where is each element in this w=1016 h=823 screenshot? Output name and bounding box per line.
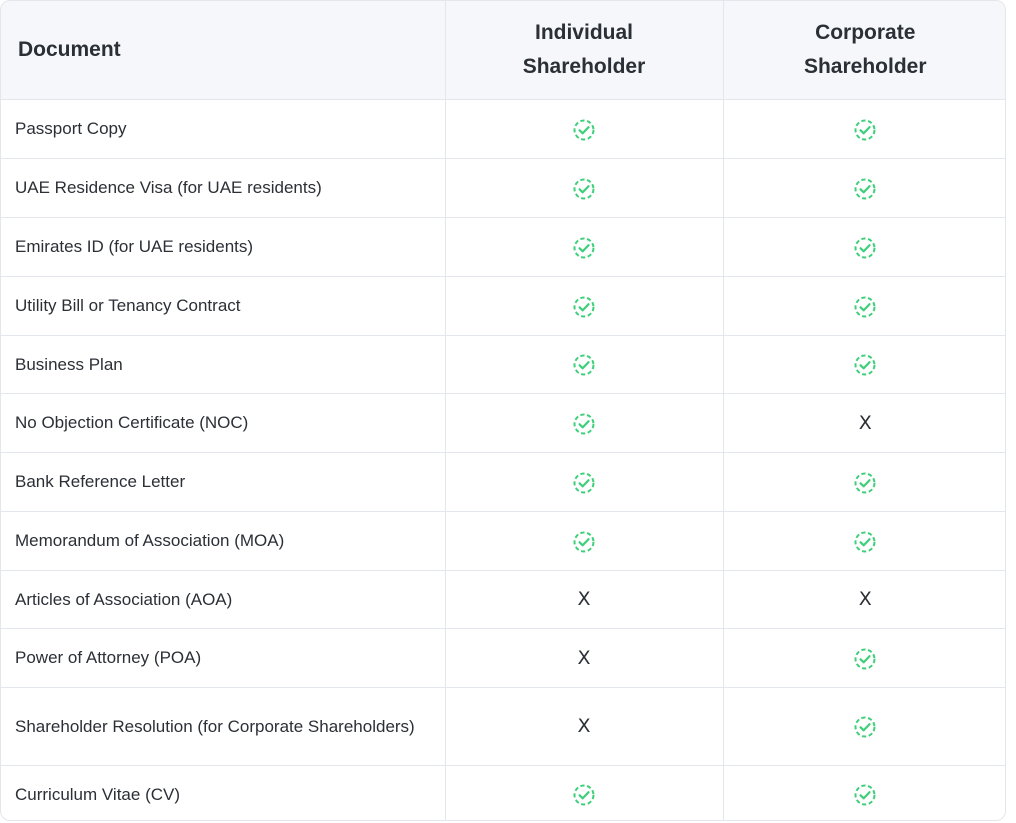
x-mark-icon: X — [577, 588, 591, 610]
table-row: Emirates ID (for UAE residents) — [1, 217, 1005, 277]
check-circle-icon — [853, 353, 877, 377]
individual-status-cell — [444, 276, 723, 336]
corporate-status-cell: X — [722, 570, 1005, 629]
header-corporate-label: Corporate Shareholder — [803, 20, 927, 78]
check-circle-icon — [572, 783, 596, 807]
check-circle-icon — [853, 530, 877, 554]
corporate-status-cell — [722, 276, 1005, 336]
table-row: Bank Reference Letter — [1, 452, 1005, 512]
table-row: Power of Attorney (POA) X — [1, 628, 1005, 688]
corporate-status-cell — [722, 158, 1005, 218]
check-circle-icon — [853, 177, 877, 201]
corporate-status-cell — [722, 452, 1005, 512]
document-name: Power of Attorney (POA) — [1, 628, 445, 688]
table-row: No Objection Certificate (NOC) X — [1, 393, 1005, 453]
corporate-status-cell — [722, 765, 1005, 820]
table-row: Curriculum Vitae (CV) — [1, 765, 1005, 820]
check-circle-icon — [572, 530, 596, 554]
document-name: UAE Residence Visa (for UAE residents) — [1, 158, 445, 218]
x-mark-icon: X — [858, 411, 872, 434]
corporate-status-cell — [722, 217, 1005, 277]
check-circle-icon — [572, 118, 596, 142]
table-row: Utility Bill or Tenancy Contract — [1, 276, 1005, 336]
x-mark-icon: X — [577, 715, 591, 737]
check-circle-icon — [853, 647, 877, 671]
corporate-status-cell — [722, 99, 1005, 159]
corporate-status-cell: X — [722, 393, 1005, 453]
check-circle-icon — [572, 295, 596, 319]
individual-status-cell — [444, 99, 723, 159]
check-circle-icon — [853, 295, 877, 319]
document-name: Shareholder Resolution (for Corporate Sh… — [1, 687, 445, 766]
check-circle-icon — [572, 236, 596, 260]
document-name: Memorandum of Association (MOA) — [1, 511, 445, 571]
individual-status-cell — [444, 335, 723, 394]
corporate-status-cell — [722, 687, 1005, 766]
check-circle-icon — [853, 236, 877, 260]
individual-status-cell: X — [444, 687, 723, 766]
check-circle-icon — [853, 471, 877, 495]
document-name: Passport Copy — [1, 99, 445, 159]
check-circle-icon — [853, 118, 877, 142]
header-corporate-shareholder: Corporate Shareholder — [722, 1, 1005, 100]
document-name: No Objection Certificate (NOC) — [1, 393, 445, 453]
table-header: Document Individual Shareholder Corporate… — [1, 1, 1005, 100]
document-name: Curriculum Vitae (CV) — [15, 784, 181, 804]
individual-status-cell: X — [444, 628, 723, 688]
corporate-status-cell — [722, 628, 1005, 688]
table-row: Articles of Association (AOA) X X — [1, 570, 1005, 629]
document-name: Utility Bill or Tenancy Contract — [1, 276, 445, 336]
table-row: Business Plan — [1, 335, 1005, 394]
check-circle-icon — [853, 783, 877, 807]
table-row: Passport Copy — [1, 99, 1005, 159]
individual-status-cell — [444, 158, 723, 218]
individual-status-cell — [444, 452, 723, 512]
check-circle-icon — [853, 715, 877, 739]
check-circle-icon — [572, 177, 596, 201]
table-row: UAE Residence Visa (for UAE residents) — [1, 158, 1005, 218]
check-circle-icon — [572, 412, 596, 436]
header-row: Document Individual Shareholder Corporate… — [1, 1, 1005, 100]
corporate-status-cell — [722, 511, 1005, 571]
check-circle-icon — [572, 471, 596, 495]
table-row: Shareholder Resolution (for Corporate Sh… — [1, 687, 1005, 766]
individual-status-cell: X — [444, 570, 723, 629]
individual-status-cell — [444, 511, 723, 571]
individual-status-cell — [444, 765, 723, 820]
individual-status-cell — [444, 393, 723, 453]
table-row: Memorandum of Association (MOA) — [1, 511, 1005, 571]
corporate-status-cell — [722, 335, 1005, 394]
header-individual-label: Individual Shareholder — [522, 20, 646, 78]
document-name: Bank Reference Letter — [1, 452, 445, 512]
check-circle-icon — [572, 353, 596, 377]
document-name: Business Plan — [1, 335, 445, 394]
document-name: Emirates ID (for UAE residents) — [1, 217, 445, 277]
x-mark-icon: X — [858, 588, 872, 610]
document-name: Articles of Association (AOA) — [1, 570, 445, 629]
header-individual-shareholder: Individual Shareholder — [444, 1, 723, 100]
table-body: Passport Copy UAE Residence Visa (for UAE… — [1, 99, 1005, 820]
individual-status-cell — [444, 217, 723, 277]
x-mark-icon: X — [577, 646, 591, 669]
header-document: Document — [1, 1, 445, 100]
